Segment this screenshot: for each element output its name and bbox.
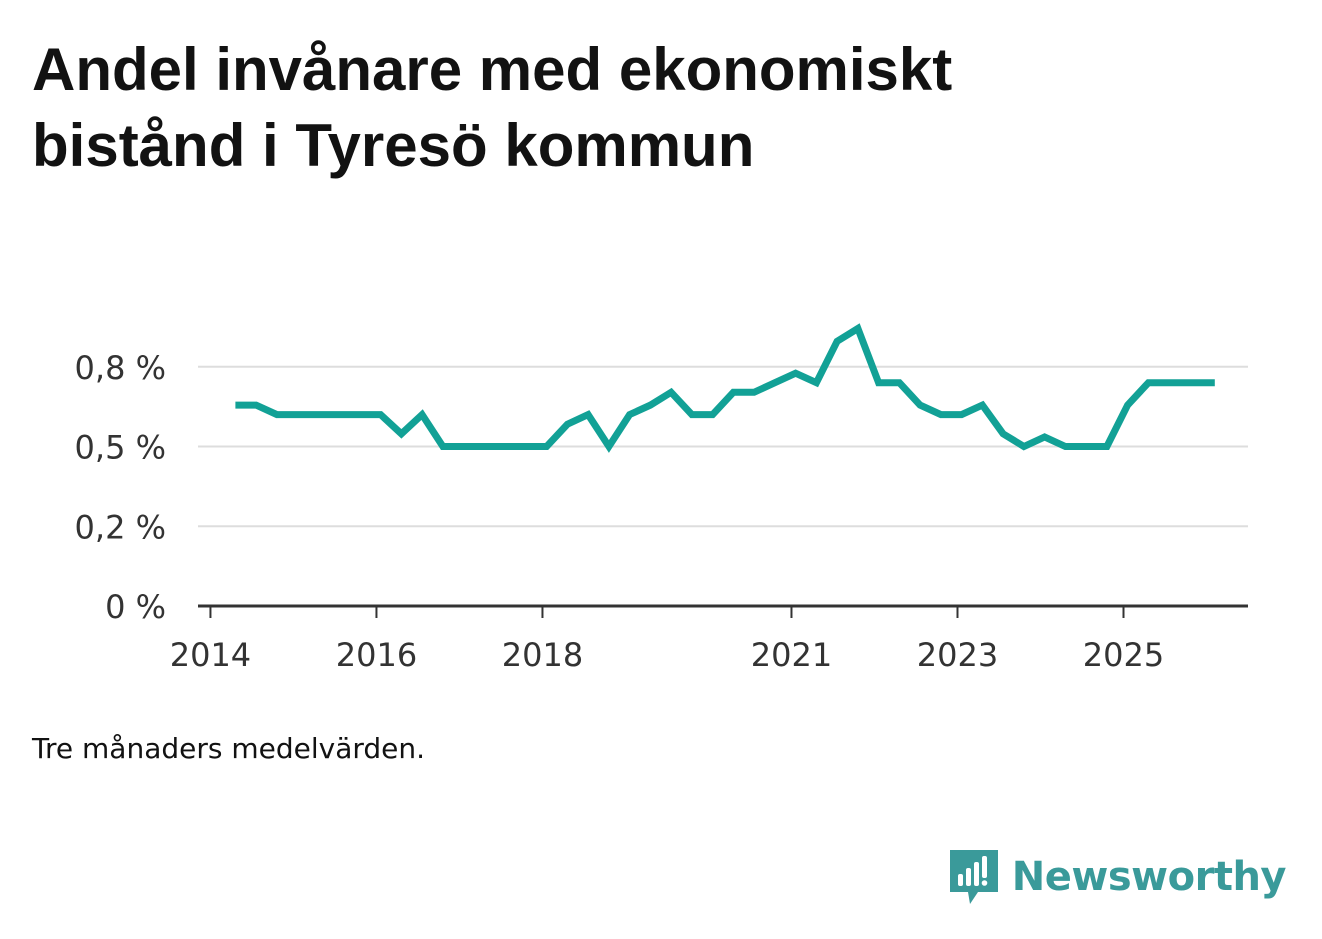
x-tick-label: 2023 [917,636,998,674]
chart-note: Tre månaders medelvärden. [32,732,426,765]
x-tick-label: 2014 [170,636,251,674]
x-tick-label: 2025 [1083,636,1164,674]
y-tick-label: 0 % [105,588,166,626]
y-tick-label: 0,5 % [75,429,166,467]
y-axis-labels: 0 % 0,2 % 0,5 % 0,8 % [75,349,166,626]
y-tick-label: 0,8 % [75,349,166,387]
brand-name: Newsworthy [1011,854,1287,900]
chart-title: Andel invånare med ekonomiskt bistånd i … [32,36,953,179]
x-tick-label: 2016 [336,636,417,674]
newsworthy-logo-icon [949,850,998,904]
x-tick-label: 2018 [502,636,583,674]
y-tick-label: 0,2 % [75,508,166,546]
series-line [235,323,1215,453]
x-tick-label: 2021 [751,636,832,674]
x-axis: 2014 2016 2018 2021 2023 2025 [170,604,1248,674]
series-layer [235,323,1215,453]
brand-logo[interactable]: Newsworthy [948,848,1287,906]
